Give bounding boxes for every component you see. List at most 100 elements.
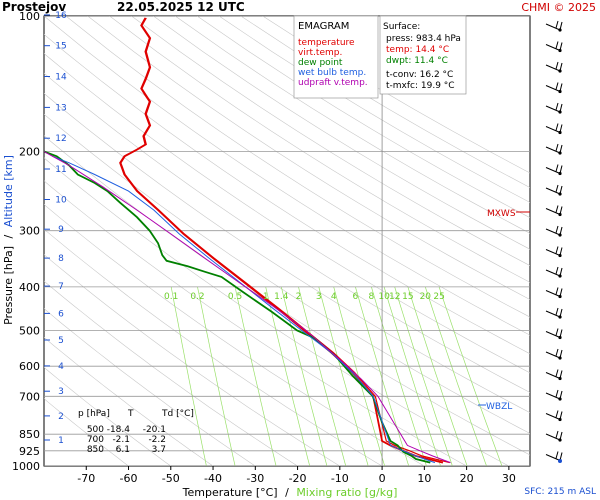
mixing-ratio-label: 12 xyxy=(389,292,400,302)
altitude-tick-label: 6 xyxy=(58,309,64,319)
wind-barb xyxy=(545,246,563,258)
altitude-tick-label: 5 xyxy=(58,336,64,346)
wind-barb xyxy=(545,430,563,442)
sfc-label: SFC: 215 m ASL xyxy=(524,487,596,497)
legend-item: udpraft v.temp. xyxy=(298,78,368,88)
x-axis-title-mixing: Mixing ratio [g/kg] xyxy=(296,486,397,499)
pressure-tick-label: 850 xyxy=(19,428,40,441)
dry-adiabat xyxy=(218,16,530,203)
table-header: p [hPa] xyxy=(78,409,110,419)
legend-item: virt.temp. xyxy=(298,48,342,58)
series-dew-point xyxy=(44,150,431,464)
temperature-tick-label: -30 xyxy=(246,472,264,485)
mixing-ratio-label: 25 xyxy=(433,292,444,302)
dry-adiabat xyxy=(175,16,530,234)
table-header: Td [°C] xyxy=(161,409,194,419)
table-header: T xyxy=(127,409,134,419)
wind-barb xyxy=(545,287,563,299)
mixing-ratio-label: 2 xyxy=(296,292,302,302)
temperature-tick-label: -70 xyxy=(77,472,95,485)
wind-barb xyxy=(545,410,563,422)
wind-barb xyxy=(545,20,563,32)
altitude-tick-label: 10 xyxy=(55,196,67,206)
surface-press: press: 983.4 hPa xyxy=(386,34,461,44)
dry-adiabat xyxy=(44,16,530,336)
wind-barb xyxy=(545,184,563,196)
dry-adiabat xyxy=(65,16,530,318)
legend-item: wet bulb temp. xyxy=(298,68,366,78)
table-cell: 700 xyxy=(87,435,104,445)
pressure-tick-labels: 100 200 300 400 500 600 700 850 925 1000 xyxy=(12,10,40,473)
surface-dwpt: dwpt: 11.4 °C xyxy=(386,56,448,66)
wind-barb xyxy=(545,225,563,237)
table-cell: 850 xyxy=(87,445,104,455)
pressure-tick-label: 100 xyxy=(19,10,40,23)
y-axis-title-sep: / xyxy=(2,234,15,238)
series-udpraft-v-temp xyxy=(44,151,451,464)
pressure-tick-label: 500 xyxy=(19,325,40,338)
wind-barb xyxy=(545,389,563,401)
mixing-ratio-label: 0.5 xyxy=(228,292,242,302)
wind-barb xyxy=(545,328,563,340)
legend-title: EMAGRAM xyxy=(298,21,349,32)
wind-barb xyxy=(545,164,563,176)
mixing-ratio-label: 4 xyxy=(331,292,337,302)
wind-barb xyxy=(545,266,563,278)
table-cell: 3.7 xyxy=(152,445,166,455)
table-cell: 6.1 xyxy=(116,445,130,455)
surface-tmxfc: t-mxfc: 19.9 °C xyxy=(386,81,455,91)
mixing-ratio-label: 15 xyxy=(402,292,413,302)
pressure-tick-label: 700 xyxy=(19,390,40,403)
mixing-ratio-label: 0.2 xyxy=(190,292,204,302)
dry-adiabat xyxy=(44,33,530,355)
altitude-tick-label: 14 xyxy=(55,73,67,83)
dry-adiabat xyxy=(44,53,530,374)
datetime: 22.05.2025 12 UTC xyxy=(117,0,245,14)
table-cell: -18.4 xyxy=(107,425,131,435)
altitude-tick-label: 8 xyxy=(58,254,64,264)
wind-barb xyxy=(545,348,563,360)
altitude-tick-label: 16 xyxy=(55,11,67,21)
pressure-tick-label: 200 xyxy=(19,145,40,158)
temperature-tick-label: 30 xyxy=(502,472,516,485)
series-wet-bulb-temp xyxy=(52,155,436,464)
dry-adiabat xyxy=(87,16,530,300)
table-cell: -2.1 xyxy=(112,435,130,445)
altitude-tick-label: 13 xyxy=(55,103,66,113)
temperature-tick-label: -40 xyxy=(204,472,222,485)
surface-temp: temp: 14.4 °C xyxy=(386,45,449,55)
altitude-tick-label: 12 xyxy=(55,134,66,144)
dry-adiabat xyxy=(131,16,530,266)
mixing-ratio-labels: 0.1 0.2 0.5 1 1.4 2 3 4 6 8 10 12 15 20 25 xyxy=(164,292,445,302)
mixing-ratio-label: 3 xyxy=(316,292,322,302)
credit: CHMI © 2025 xyxy=(521,1,596,14)
pressure-tick-label: 300 xyxy=(19,225,40,238)
temperature-tick-label: -50 xyxy=(162,472,180,485)
wind-barb xyxy=(545,41,563,53)
x-axis-title-sep: / xyxy=(285,486,289,499)
wind-barb xyxy=(545,369,563,381)
mixing-ratio-label: 20 xyxy=(420,292,432,302)
wbzl-label: WBZL xyxy=(486,402,512,412)
wind-barb xyxy=(545,307,563,319)
series-virt-temp xyxy=(120,17,450,464)
temperature-tick-label: 10 xyxy=(417,472,431,485)
mixing-ratio-label: 10 xyxy=(378,292,390,302)
wind-barb xyxy=(545,205,563,217)
legend-box xyxy=(293,15,379,99)
temperature-tick-label: -20 xyxy=(289,472,307,485)
y-axis-title-pressure: Pressure [hPa] xyxy=(2,246,15,325)
dry-adiabat xyxy=(44,113,530,434)
altitude-tick-label: 11 xyxy=(55,165,66,175)
station-name: Prostejov xyxy=(2,0,66,14)
table-cell: -20.1 xyxy=(143,425,166,435)
mixing-ratio-label: 6 xyxy=(353,292,359,302)
surface-wind-dot xyxy=(558,459,562,463)
y-axis-title-altitude: Altitude [km] xyxy=(2,155,15,227)
temperature-tick-label: 0 xyxy=(379,472,386,485)
pressure-tick-label: 925 xyxy=(19,445,40,458)
pressure-tick-label: 400 xyxy=(19,281,40,294)
